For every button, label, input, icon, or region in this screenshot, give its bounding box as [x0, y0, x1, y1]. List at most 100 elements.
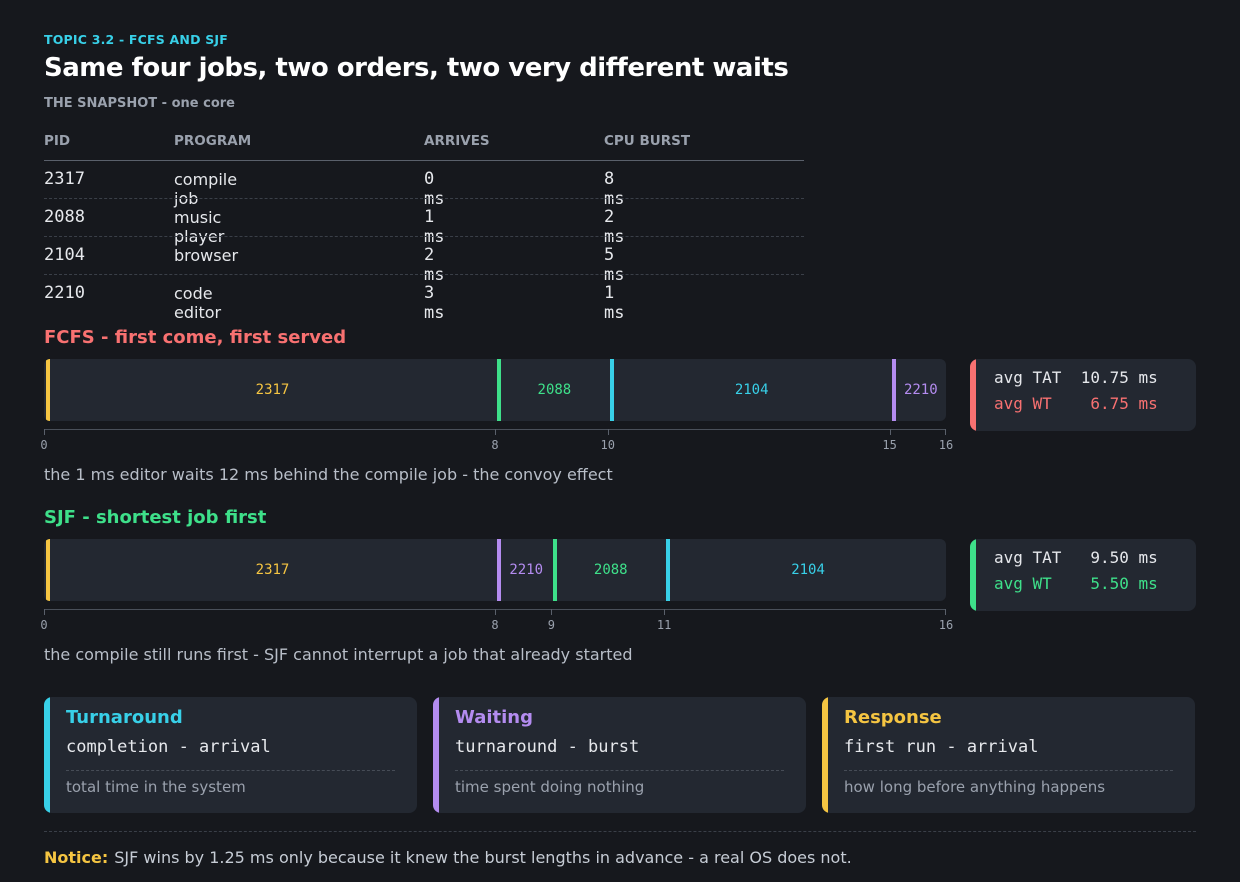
cell-arrives: 2 ms [424, 245, 445, 285]
segment-label: 2210 [509, 562, 544, 578]
response-card: Response first run - arrival how long be… [822, 697, 1195, 813]
row-divider [44, 274, 804, 275]
cell-program: code editor [174, 284, 222, 322]
column-header-burst: CPU BURST [604, 133, 691, 149]
segment-marker [609, 359, 614, 421]
card-title: Response [844, 707, 942, 728]
gantt-segment-2317: 2317 [46, 359, 495, 421]
cell-program: browser [174, 246, 239, 265]
segment-label: 2104 [791, 562, 825, 578]
axis-tick [44, 609, 45, 615]
axis-tick-label: 0 [40, 618, 48, 632]
sjf-avg-tat: avg TAT 9.50 ms [994, 548, 1158, 567]
card-stripe [433, 697, 439, 813]
card-description: how long before anything happens [844, 778, 1106, 796]
gantt-segment-2088: 2088 [497, 359, 608, 421]
cell-burst: 2 ms [604, 207, 625, 247]
column-header-arrives: ARRIVES [424, 133, 490, 149]
card-title: Turnaround [66, 707, 183, 728]
fcfs-average-card: avg TAT 10.75 ms avg WT 6.75 ms [970, 359, 1196, 431]
cell-program: compile job [174, 170, 238, 208]
sjf-average-stripe [970, 539, 976, 611]
card-divider [66, 770, 395, 771]
card-description: total time in the system [66, 778, 246, 796]
sjf-average-card: avg TAT 9.50 ms avg WT 5.50 ms [970, 539, 1196, 611]
axis-tick-label: 16 [938, 438, 954, 452]
segment-marker [46, 539, 50, 601]
gantt-segment-2210: 2210 [891, 359, 946, 421]
notice-label: Notice: [44, 848, 109, 867]
sjf-avg-wt: avg WT 5.50 ms [994, 574, 1158, 593]
gantt-segment-2104: 2104 [666, 539, 946, 601]
cell-burst: 1 ms [604, 283, 625, 323]
segment-marker [497, 359, 501, 421]
snapshot-note: one core [171, 96, 236, 111]
row-divider [44, 236, 804, 237]
segment-label: 2210 [903, 382, 938, 398]
card-stripe [44, 697, 50, 813]
axis-tick-label: 9 [547, 618, 555, 632]
cell-pid: 2210 [44, 283, 85, 303]
footer-notice: Notice: SJF wins by 1.25 ms only because … [44, 848, 852, 867]
gantt-segment-2088: 2088 [553, 539, 664, 601]
snapshot-separator: - [157, 96, 172, 111]
page-title: Same four jobs, two orders, two very dif… [44, 53, 789, 83]
topic-label: TOPIC 3.2 - FCFS AND SJF [44, 32, 228, 47]
column-header-pid: PID [44, 133, 71, 149]
cell-pid: 2088 [44, 207, 85, 227]
sjf-section-title: SJF - shortest job first [44, 507, 267, 528]
card-divider [844, 770, 1173, 771]
sjf-gantt-bar: 2317 2210 2088 2104 [44, 539, 946, 601]
cell-pid: 2317 [44, 169, 85, 189]
fcfs-note: the 1 ms editor waits 12 ms behind the c… [44, 465, 613, 484]
sjf-note: the compile still runs first - SJF canno… [44, 645, 633, 664]
segment-label: 2104 [734, 382, 769, 398]
segment-marker [553, 539, 558, 601]
sjf-time-axis: 0 8 9 11 16 [40, 609, 953, 632]
axis-tick [945, 429, 946, 435]
footer-divider [44, 831, 1196, 832]
fcfs-avg-wt: avg WT 6.75 ms [994, 394, 1158, 413]
axis-tick-label: 8 [491, 438, 499, 452]
segment-label: 2088 [537, 382, 572, 398]
axis-tick-label: 10 [600, 438, 615, 452]
column-header-program: PROGRAM [174, 133, 252, 149]
axis-tick-label: 0 [40, 438, 48, 452]
card-formula: first run - arrival [844, 737, 1039, 757]
axis-tick [664, 609, 666, 615]
segment-marker [46, 359, 50, 421]
axis-tick [495, 609, 496, 615]
snapshot-label: THE SNAPSHOT - one core [44, 96, 235, 111]
fcfs-section-title: FCFS - first come, first served [44, 327, 347, 348]
axis-tick [945, 609, 946, 615]
card-formula: turnaround - burst [455, 737, 640, 757]
notice-text: SJF wins by 1.25 ms only because it knew… [114, 848, 852, 867]
cell-burst: 8 ms [604, 169, 625, 209]
gantt-segment-2317: 2317 [46, 539, 495, 601]
card-title: Waiting [455, 707, 534, 728]
cell-arrives: 1 ms [424, 207, 445, 247]
axis-tick [44, 429, 45, 435]
gantt-segment-2210: 2210 [497, 539, 551, 601]
card-stripe [822, 697, 828, 813]
axis-tick-label: 15 [882, 438, 897, 452]
segment-marker [891, 359, 896, 421]
cell-pid: 2104 [44, 245, 85, 265]
turnaround-card: Turnaround completion - arrival total ti… [44, 697, 417, 813]
axis-tick [495, 429, 496, 435]
segment-marker [497, 539, 501, 601]
gantt-segment-2104: 2104 [609, 359, 890, 421]
fcfs-gantt-bar: 2317 2088 2104 2210 [44, 359, 946, 421]
axis-tick-label: 8 [491, 618, 499, 632]
fcfs-average-stripe [970, 359, 976, 431]
snapshot-title: THE SNAPSHOT [44, 96, 158, 111]
cell-arrives: 3 ms [424, 283, 445, 323]
waiting-card: Waiting turnaround - burst time spent do… [433, 697, 806, 813]
cell-arrives: 0 ms [424, 169, 445, 209]
card-description: time spent doing nothing [455, 778, 645, 796]
axis-tick [889, 429, 891, 435]
row-divider [44, 198, 804, 199]
fcfs-time-axis: 0 8 10 15 16 [40, 429, 953, 452]
axis-tick [607, 429, 609, 435]
segment-label: 2088 [593, 562, 628, 578]
